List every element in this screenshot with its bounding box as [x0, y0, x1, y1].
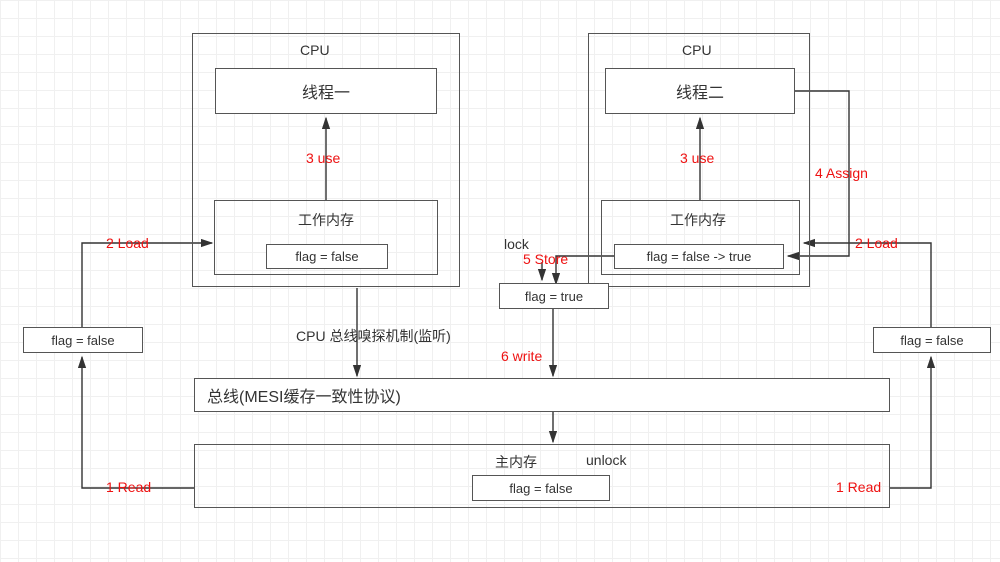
thread2-box: 线程二 — [605, 68, 795, 114]
thread1-label: 线程一 — [302, 79, 350, 103]
bus-box: 总线(MESI缓存一致性协议) — [194, 378, 890, 412]
label-load-left: 2 Load — [106, 235, 149, 251]
unlock-label: unlock — [586, 452, 626, 468]
wm2-title: 工作内存 — [670, 210, 726, 230]
right-flag-box: flag = false — [873, 327, 991, 353]
wm2-flag-text: flag = false -> true — [647, 249, 752, 264]
cpu1-title: CPU — [300, 42, 330, 58]
label-assign: 4 Assign — [815, 165, 868, 181]
lock-flag-text: flag = true — [525, 289, 583, 304]
sniff-label: CPU 总线嗅探机制(监听) — [296, 326, 451, 346]
bus-label: 总线(MESI缓存一致性协议) — [207, 383, 401, 407]
wm1-flag-box: flag = false — [266, 244, 388, 269]
left-flag-text: flag = false — [51, 333, 114, 348]
left-flag-box: flag = false — [23, 327, 143, 353]
thread2-label: 线程二 — [676, 79, 724, 103]
right-flag-text: flag = false — [900, 333, 963, 348]
label-use2: 3 use — [680, 150, 714, 166]
cpu2-title: CPU — [682, 42, 712, 58]
label-read-right: 1 Read — [836, 479, 881, 495]
lock-label: lock — [504, 236, 529, 252]
lock-flag-box: flag = true — [499, 283, 609, 309]
label-write: 6 write — [501, 348, 542, 364]
label-use1: 3 use — [306, 150, 340, 166]
wm1-title: 工作内存 — [298, 210, 354, 230]
wm2-flag-box: flag = false -> true — [614, 244, 784, 269]
wm1-flag-text: flag = false — [295, 249, 358, 264]
label-store: 5 Store — [523, 251, 568, 267]
label-read-left: 1 Read — [106, 479, 151, 495]
mem-title: 主内存 — [495, 452, 537, 472]
mem-flag-box: flag = false — [472, 475, 610, 501]
mem-flag-text: flag = false — [509, 481, 572, 496]
thread1-box: 线程一 — [215, 68, 437, 114]
label-load-right: 2 Load — [855, 235, 898, 251]
